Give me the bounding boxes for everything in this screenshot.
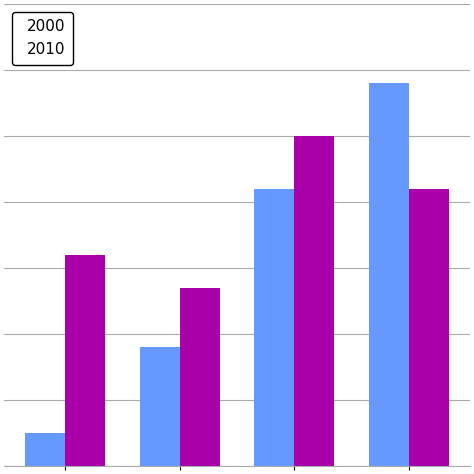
Bar	[369, 83, 409, 465]
Bar	[25, 433, 65, 465]
Bar	[409, 189, 449, 465]
Bar	[294, 136, 334, 465]
Bar	[254, 189, 294, 465]
Legend: 2000, 2010: 2000, 2010	[12, 12, 73, 65]
Bar	[140, 347, 180, 465]
Bar	[65, 255, 105, 465]
Bar	[180, 288, 220, 465]
